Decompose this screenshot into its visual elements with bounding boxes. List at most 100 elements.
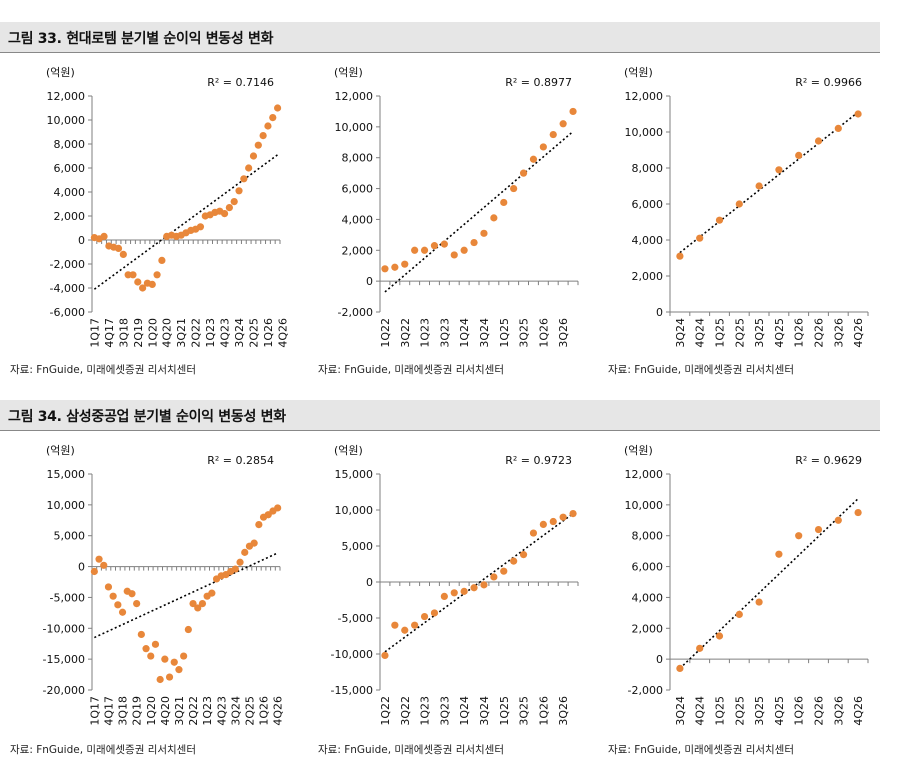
data-point (539, 520, 547, 528)
data-point (569, 107, 577, 116)
unit-label: (억원) (334, 444, 363, 457)
y-tick-label: 0 (78, 234, 85, 247)
unit-label: (억원) (624, 444, 653, 457)
x-tick-label: 2Q25 (733, 318, 746, 348)
y-tick-label: 5,000 (342, 540, 374, 553)
data-point (274, 504, 282, 512)
data-point (153, 271, 161, 279)
x-tick-label: 1Q22 (379, 318, 392, 348)
data-point (249, 152, 258, 160)
x-tick-label: 3Q22 (399, 696, 412, 726)
data-point (460, 587, 468, 595)
y-tick-label: 8,000 (632, 162, 664, 175)
data-point (225, 204, 233, 212)
x-tick-label: 1Q25 (498, 696, 511, 726)
y-tick-label: 4,000 (632, 591, 664, 604)
y-tick-label: -6,000 (50, 306, 85, 319)
x-tick-label: 1Q20 (146, 318, 159, 348)
y-tick-label: 15,000 (47, 468, 86, 481)
data-point (549, 517, 557, 526)
source-note: 자료: FnGuide, 미래에셋증권 리서치센터 (318, 744, 504, 756)
data-point (255, 521, 263, 529)
data-point (519, 169, 528, 177)
data-point (411, 621, 419, 629)
data-point (480, 581, 488, 589)
data-point (175, 666, 183, 674)
trend-line (384, 512, 574, 653)
y-tick-label: 8,000 (632, 530, 664, 543)
data-point (245, 164, 253, 172)
data-point (854, 508, 862, 517)
x-tick-label: 1Q26 (793, 696, 806, 726)
data-point (208, 589, 216, 597)
r-squared-label: R² = 0.9723 (505, 454, 572, 467)
y-tick-label: 0 (366, 275, 373, 288)
y-tick-label: -15,000 (43, 653, 85, 666)
data-point (161, 655, 169, 663)
x-tick-label: 4Q24 (694, 696, 707, 726)
data-point (401, 626, 409, 634)
data-point (170, 658, 178, 666)
data-point (240, 175, 248, 183)
data-point (490, 573, 498, 581)
data-point (715, 632, 724, 640)
figure-33-header: 그림 33. 현대로템 분기별 순이익 변동성 변화 (0, 22, 880, 53)
y-tick-label: 10,000 (47, 114, 86, 127)
data-point (420, 612, 429, 621)
data-point (194, 604, 202, 612)
x-tick-label: 3Q18 (117, 318, 130, 348)
x-tick-label: 1Q23 (419, 318, 432, 348)
data-point (254, 141, 262, 149)
unit-label: (억원) (334, 66, 363, 79)
data-point (231, 565, 239, 573)
data-point (381, 651, 389, 660)
trend-line (93, 154, 279, 290)
data-point (165, 673, 174, 681)
y-tick-label: 12,000 (625, 468, 664, 481)
x-tick-label: 2Q19 (132, 318, 145, 348)
data-point (676, 664, 684, 672)
data-point (559, 120, 567, 128)
data-point (241, 548, 249, 556)
x-tick-label: 3Q24 (233, 318, 246, 348)
x-tick-label: 4Q17 (103, 318, 116, 348)
data-point (500, 198, 508, 207)
y-tick-label: -5,000 (50, 591, 85, 604)
y-tick-label: -15,000 (331, 684, 373, 697)
y-tick-label: 4,000 (342, 213, 374, 226)
data-point (391, 621, 399, 629)
x-tick-label: 4Q17 (102, 696, 115, 726)
figure-33-title: 그림 33. 현대로템 분기별 순이익 변동성 변화 (8, 31, 274, 47)
x-tick-label: 4Q26 (272, 696, 285, 726)
x-tick-label: 2Q22 (190, 318, 203, 348)
data-point (490, 214, 498, 222)
trend-line (679, 498, 859, 669)
x-tick-label: 3Q25 (518, 318, 531, 348)
data-point (90, 567, 98, 576)
x-tick-label: 2Q22 (187, 696, 200, 726)
x-tick-label: 3Q26 (557, 318, 570, 348)
y-tick-label: 2,000 (632, 622, 664, 635)
data-point (460, 246, 468, 254)
r-squared-label: R² = 0.7146 (207, 76, 274, 89)
x-tick-label: 1Q25 (498, 318, 511, 348)
x-tick-label: 1Q26 (258, 696, 271, 726)
data-point (559, 513, 567, 521)
x-tick-label: 1Q22 (379, 696, 392, 726)
data-point (158, 256, 166, 264)
x-tick-label: 1Q17 (88, 318, 101, 348)
trend-line (94, 552, 278, 639)
y-tick-label: 6,000 (342, 183, 374, 196)
x-tick-label: 3Q24 (478, 318, 491, 348)
r-squared-label: R² = 0.9966 (795, 76, 862, 89)
y-tick-label: 0 (656, 306, 663, 319)
y-tick-label: 2,000 (632, 270, 664, 283)
x-tick-label: 1Q23 (419, 696, 432, 726)
data-point (151, 640, 160, 648)
data-point (814, 525, 823, 534)
y-tick-label: -2,000 (628, 684, 663, 697)
chart-samsung-heavy-1q17-4q26: (억원) -20,000 -15,000 -10,000 -5,000 0 5,000 10,… (43, 444, 285, 726)
y-tick-label: 10,000 (335, 504, 374, 517)
data-point (235, 187, 243, 195)
data-point (100, 232, 108, 240)
